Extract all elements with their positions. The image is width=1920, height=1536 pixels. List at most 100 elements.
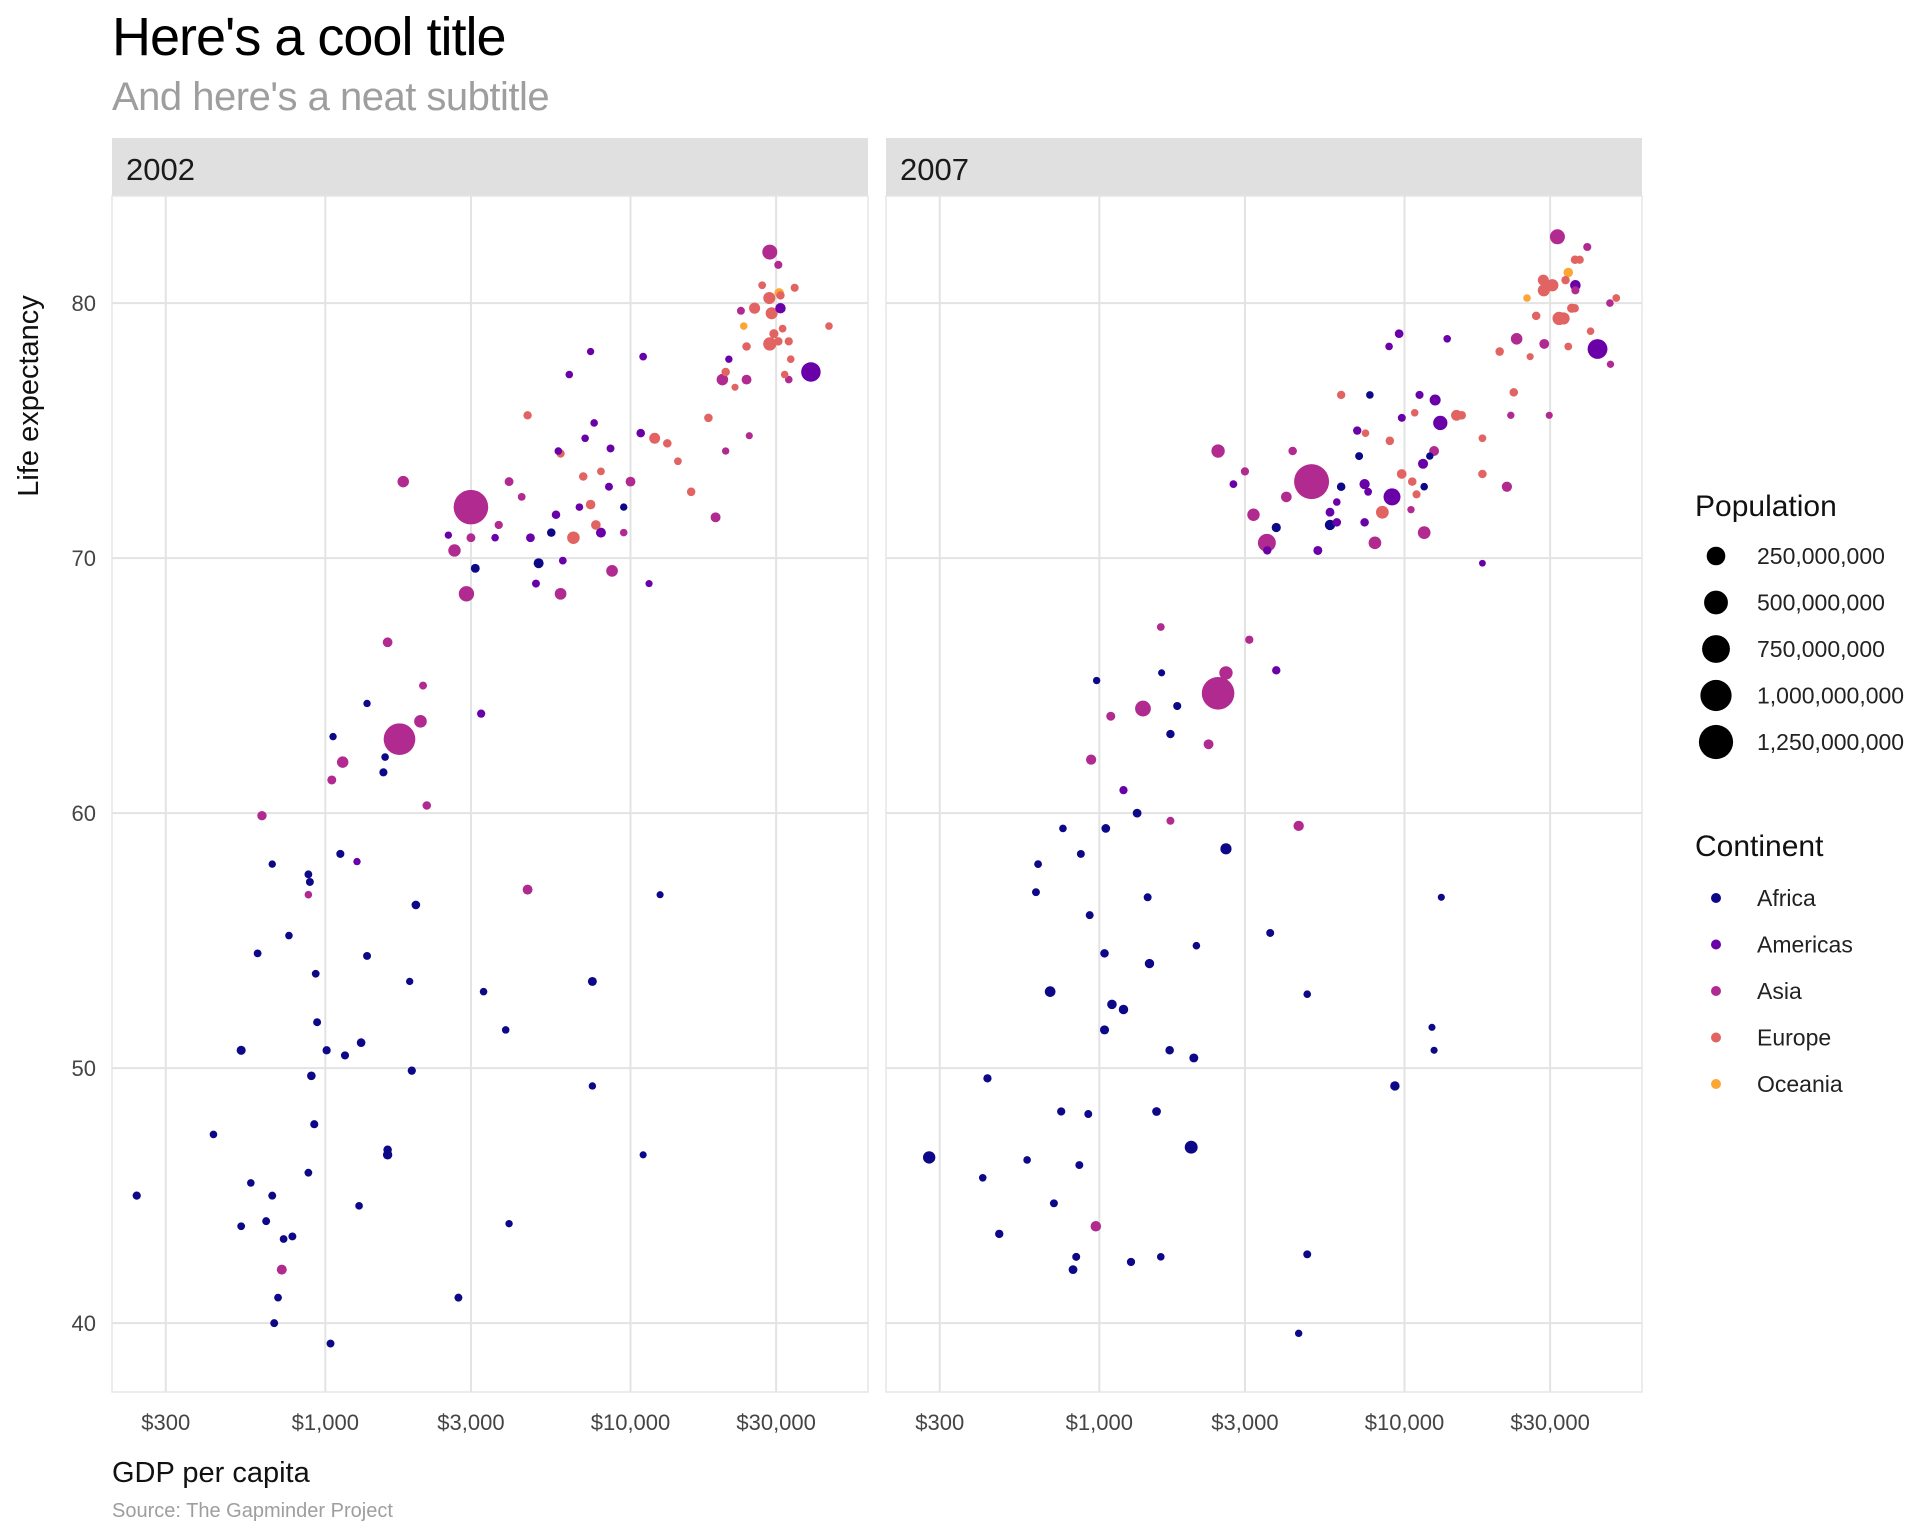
data-point xyxy=(1509,388,1519,397)
data-point xyxy=(558,556,567,565)
data-point xyxy=(1368,536,1382,550)
data-point xyxy=(1152,1107,1161,1116)
data-point xyxy=(1443,335,1452,343)
data-point xyxy=(1410,408,1419,417)
data-point xyxy=(741,374,752,385)
data-point xyxy=(1031,888,1040,897)
size-legend-title: Population xyxy=(1695,490,1837,523)
size-legend-label: 250,000,000 xyxy=(1757,543,1885,569)
data-point xyxy=(1606,299,1614,307)
data-point xyxy=(790,283,799,292)
x-tick-label: $300 xyxy=(915,1410,964,1435)
data-point xyxy=(1247,508,1260,521)
data-point xyxy=(639,352,648,361)
data-point xyxy=(304,1168,313,1177)
color-legend-key xyxy=(1711,986,1721,996)
data-point xyxy=(995,1229,1004,1239)
panel-border xyxy=(885,195,1643,1393)
data-point xyxy=(1192,941,1201,950)
data-point xyxy=(704,413,713,423)
data-point xyxy=(526,533,535,543)
data-point xyxy=(604,482,613,491)
data-point xyxy=(1360,518,1369,527)
data-point xyxy=(636,428,645,438)
data-point xyxy=(1383,488,1401,506)
data-point xyxy=(1407,477,1417,486)
data-point xyxy=(1211,444,1225,458)
color-legend-label: Africa xyxy=(1757,885,1816,911)
data-point xyxy=(1501,481,1513,492)
data-point xyxy=(448,544,461,557)
color-legend-title: Continent xyxy=(1695,830,1824,863)
data-point xyxy=(1417,526,1431,539)
data-point xyxy=(1101,824,1111,833)
data-point xyxy=(983,1074,992,1083)
data-point xyxy=(1415,390,1424,399)
data-point xyxy=(1478,469,1487,479)
x-tick-label: $10,000 xyxy=(591,1410,671,1435)
data-point xyxy=(458,586,475,602)
color-legend-key xyxy=(1711,1032,1721,1043)
facet-strip xyxy=(886,138,1642,196)
data-point xyxy=(494,520,503,530)
data-point xyxy=(1057,1107,1066,1116)
data-point xyxy=(1272,666,1281,675)
data-point xyxy=(1189,1053,1199,1063)
data-point xyxy=(1100,949,1109,958)
data-point xyxy=(1437,893,1445,901)
chart-title: Here's a cool title xyxy=(112,7,506,67)
data-point xyxy=(1072,1252,1081,1261)
data-point xyxy=(586,347,595,356)
data-point xyxy=(774,337,783,346)
data-point xyxy=(742,342,751,351)
data-point xyxy=(382,637,393,648)
data-point xyxy=(247,1179,255,1187)
data-point xyxy=(1575,255,1584,264)
data-point xyxy=(1353,426,1362,435)
data-point xyxy=(504,477,514,487)
data-point xyxy=(1126,1257,1136,1267)
data-point xyxy=(1606,360,1615,368)
x-tick-label: $1,000 xyxy=(292,1410,359,1435)
data-point xyxy=(1394,329,1404,339)
data-point xyxy=(304,870,313,879)
data-point xyxy=(1537,284,1550,297)
data-point xyxy=(383,723,416,756)
data-point xyxy=(422,801,432,810)
data-point xyxy=(397,475,409,488)
data-point xyxy=(775,302,786,314)
data-point xyxy=(262,1217,271,1226)
data-point xyxy=(505,1220,513,1228)
data-point xyxy=(237,1222,246,1231)
data-point xyxy=(1294,1329,1303,1338)
y-axis-title: Life expectancy xyxy=(13,295,45,497)
data-point xyxy=(1420,482,1428,491)
data-point xyxy=(1539,338,1550,349)
data-point xyxy=(381,753,389,761)
size-legend-key xyxy=(1704,590,1728,615)
data-point xyxy=(606,444,615,453)
data-point xyxy=(1430,1046,1438,1054)
data-point xyxy=(725,355,733,363)
color-legend-key xyxy=(1711,1079,1721,1089)
data-point xyxy=(1523,294,1531,302)
data-point xyxy=(1564,342,1573,351)
data-point xyxy=(1545,411,1553,419)
x-tick-label: $10,000 xyxy=(1365,1410,1445,1435)
data-point xyxy=(1563,267,1574,278)
data-point xyxy=(721,367,730,377)
data-point xyxy=(1293,820,1304,832)
data-point xyxy=(1478,434,1487,443)
data-point xyxy=(581,434,589,443)
data-point xyxy=(327,775,337,785)
data-point xyxy=(745,432,753,440)
data-point xyxy=(1612,294,1621,302)
data-point xyxy=(1507,411,1515,420)
data-point xyxy=(1561,275,1570,285)
data-point xyxy=(1537,274,1549,286)
data-point xyxy=(1510,333,1523,345)
data-point xyxy=(304,890,313,899)
data-point xyxy=(1412,490,1421,499)
data-point xyxy=(1165,1046,1174,1055)
